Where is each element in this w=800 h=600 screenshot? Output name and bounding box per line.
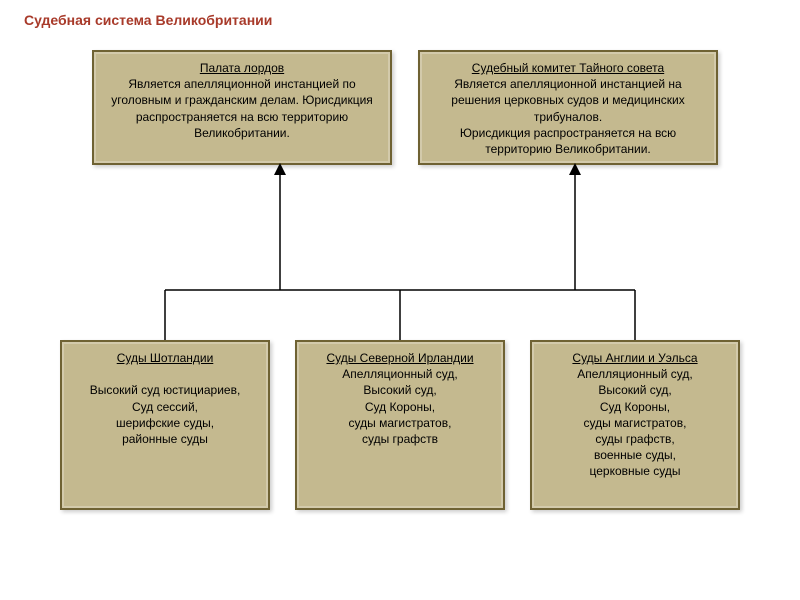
box-body: Является апелляционной инстанцией на реш… (430, 76, 706, 157)
box-title: Суды Северной Ирландии (307, 350, 493, 366)
box-body: Высокий суд юстициариев,Суд сессий,шериф… (72, 366, 258, 447)
box-northern-ireland-courts: Суды Северной Ирландии Апелляционный суд… (295, 340, 505, 510)
box-title: Суды Англии и Уэльса (542, 350, 728, 366)
box-title: Судебный комитет Тайного совета (430, 60, 706, 76)
slide-title: Судебная система Великобритании (24, 12, 272, 28)
box-body: Является апелляционной инстанцией по уго… (104, 76, 380, 141)
box-body: Апелляционный суд,Высокий суд,Суд Короны… (542, 366, 728, 479)
box-title: Палата лордов (104, 60, 380, 76)
box-privy-council: Судебный комитет Тайного совета Является… (418, 50, 718, 165)
box-title: Суды Шотландии (72, 350, 258, 366)
box-body: Апелляционный суд,Высокий суд,Суд Короны… (307, 366, 493, 447)
box-house-of-lords: Палата лордов Является апелляционной инс… (92, 50, 392, 165)
box-scotland-courts: Суды Шотландии Высокий суд юстициариев,С… (60, 340, 270, 510)
box-england-wales-courts: Суды Англии и Уэльса Апелляционный суд,В… (530, 340, 740, 510)
